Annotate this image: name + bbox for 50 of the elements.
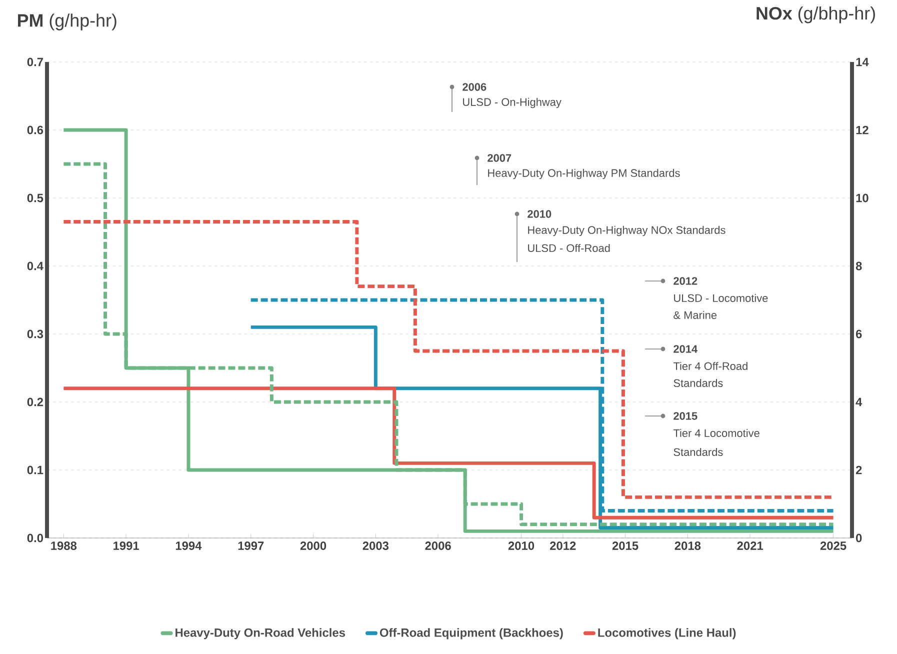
annotation: ULSD - Off-Road	[528, 244, 610, 252]
annotation: 2012	[674, 277, 698, 285]
x-tick-label: 2010	[508, 542, 534, 550]
y-tick-label: 0.6	[27, 126, 44, 134]
legend-label: Off-Road Equipment (Backhoes)	[380, 628, 563, 640]
y-tick-label: 0.4	[27, 262, 44, 270]
y2-axis-title: NOx (g/bhp-hr)	[756, 6, 875, 24]
x-tick-label: 2012	[550, 542, 576, 550]
y2-tick-label: 10	[856, 194, 868, 202]
annotation: Heavy-Duty On-Highway PM Standards	[488, 168, 680, 180]
legend-label: Locomotives (Line Haul)	[598, 628, 736, 640]
y2-tick-label: 8	[856, 262, 862, 270]
annotation: 2015	[674, 412, 698, 420]
y2-tick-label: 12	[856, 126, 868, 134]
annotation: ULSD - Locomotive	[674, 294, 768, 302]
x-tick-label: 2018	[674, 542, 701, 550]
y-tick-label: 0.3	[27, 330, 44, 338]
y2-tick-label: 2	[856, 466, 862, 474]
y2-tick-label: 4	[856, 398, 862, 406]
annotation: 2010	[528, 210, 552, 218]
y2-tick-label: 6	[856, 330, 862, 338]
y-tick-label: 0.1	[27, 466, 44, 474]
x-tick-label: 2003	[362, 542, 389, 550]
annotation: 2006	[462, 83, 486, 91]
x-tick-label: 1988	[51, 542, 77, 550]
x-tick-label: 2021	[737, 542, 764, 550]
annotation: Standards	[674, 378, 723, 388]
y-tick-label: 0.2	[27, 398, 44, 406]
annotation: ULSD - On-Highway	[463, 98, 562, 108]
annotation: & Marine	[674, 310, 717, 320]
x-tick-label: 1994	[176, 542, 202, 550]
x-tick-label: 2025	[820, 542, 846, 550]
x-tick-label: 1991	[114, 542, 140, 550]
x-tick-label: 2015	[612, 542, 638, 550]
annotation: Heavy-Duty On-Highway NOx Standards	[528, 226, 726, 236]
annotation: Tier 4 Off-Road	[673, 362, 748, 370]
y-tick-label: 0.0	[27, 534, 43, 542]
x-tick-label: 2006	[425, 542, 451, 550]
legend-label: Heavy-Duty On-Road Vehicles	[176, 628, 345, 640]
y2-tick-label: 0	[856, 534, 862, 542]
y-tick-label: 0.5	[27, 194, 44, 202]
y-axis-title: PM (g/hp-hr)	[18, 14, 116, 30]
annotation: Tier 4 Locomotive	[673, 428, 760, 438]
annotation: Standards	[674, 448, 723, 456]
annotation: 2007	[488, 154, 512, 162]
y-tick-label: 0.7	[27, 58, 43, 66]
y2-tick-label: 14	[856, 58, 869, 66]
x-tick-label: 2000	[300, 542, 326, 550]
annotation: 2014	[674, 345, 698, 353]
x-tick-label: 1997	[238, 542, 264, 550]
